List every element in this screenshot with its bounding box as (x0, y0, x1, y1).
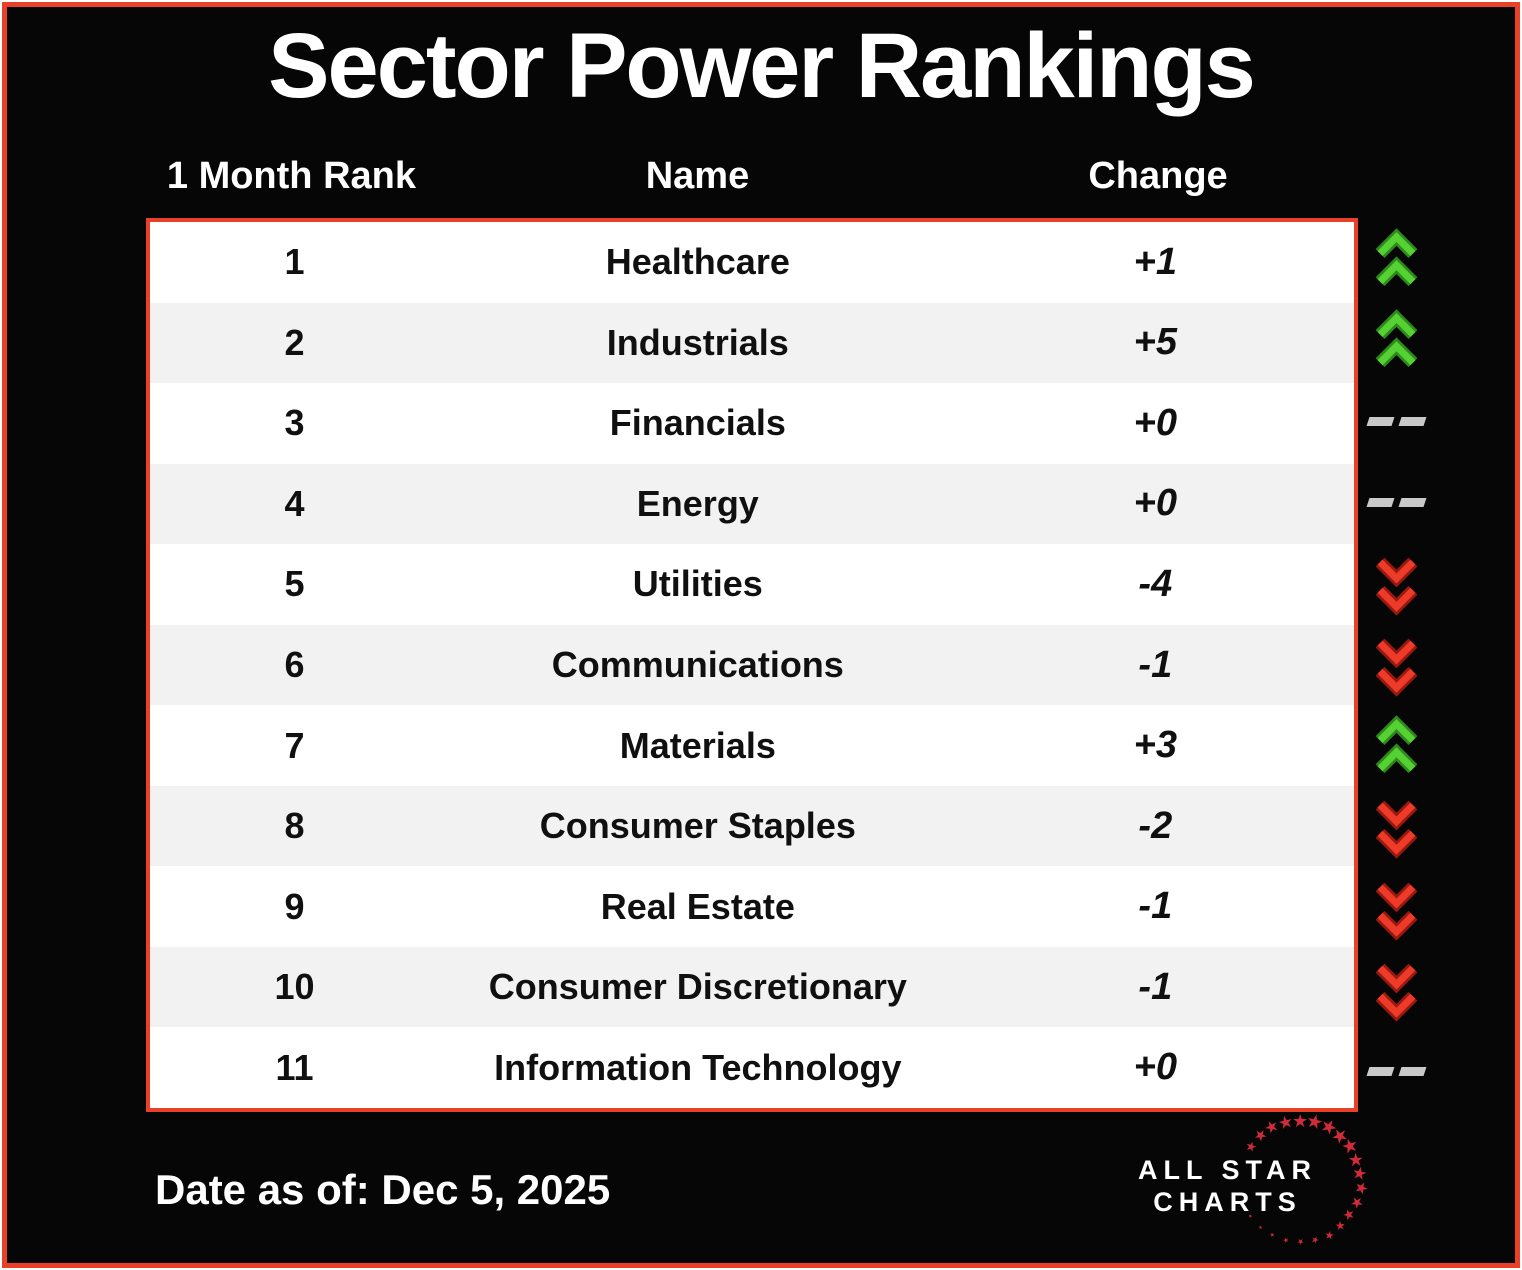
logo-star-icon: ★ (1282, 1235, 1291, 1244)
table-row: 9 Real Estate -1 (150, 866, 1354, 947)
double-chevron-down-icon (1375, 963, 1417, 1022)
sector-name-cell: Energy (636, 482, 759, 524)
logo-star-ring: ★ ★ ★ ★ ★ ★ ★ ★ ★ ★ ★ ★ ★ ★ ★ ★ ★ ★ ★ ★ ★ ★ (1125, 1111, 1405, 1267)
all-star-charts-logo: ALL STAR CHARTS ★ ★ ★ ★ ★ ★ ★ ★ ★ ★ ★ ★ ★ ★ ★ ★ ★ ★ ★ ★ ★ ★ (1125, 1111, 1405, 1267)
change-indicator (1360, 1031, 1432, 1112)
sector-name-cell: Communications (551, 644, 844, 685)
table-row: 10 Consumer Discretionary -1 (150, 946, 1354, 1028)
table-row: 5 Utilities -4 (150, 544, 1354, 625)
rank-cell: 4 (284, 482, 305, 524)
double-chevron-up-icon (1375, 227, 1417, 286)
rank-cell: 1 (284, 241, 305, 283)
header-rank: 1 Month Rank (166, 155, 416, 197)
change-value-cell: +0 (1133, 1046, 1177, 1089)
flat-dash-icon (1366, 416, 1426, 426)
sector-name-cell: Healthcare (605, 241, 790, 283)
change-indicator (1360, 543, 1432, 624)
sector-name-cell: Utilities (632, 563, 763, 605)
table-header-row: 1 Month Rank Name Change (146, 155, 1358, 198)
logo-star-icon: ★ (1321, 1226, 1336, 1243)
change-value-cell: -1 (1138, 965, 1173, 1008)
header-name: Name (645, 155, 750, 197)
header-change: Change (1088, 155, 1228, 197)
rank-cell: 8 (284, 805, 305, 847)
sector-name-cell: Financials (609, 402, 786, 444)
logo-star-icon: ★ (1269, 1230, 1277, 1239)
rank-cell: 10 (274, 966, 315, 1008)
logo-line1: ALL STAR (1138, 1155, 1317, 1185)
rank-cell: 5 (284, 563, 305, 605)
as-of-date: Date as of: Dec 5, 2025 (155, 1166, 611, 1213)
logo-line2: CHARTS (1153, 1187, 1302, 1217)
logo-star-icon: ★ (1247, 1212, 1255, 1220)
sector-name-cell: Consumer Staples (539, 805, 856, 847)
sector-name-cell: Consumer Discretionary (488, 966, 907, 1008)
double-chevron-down-icon (1375, 882, 1417, 941)
table-row: 1 Healthcare +1 (150, 222, 1354, 303)
change-value-cell: +0 (1133, 401, 1177, 444)
change-indicator (1360, 381, 1432, 462)
change-indicator (1360, 868, 1432, 949)
double-chevron-down-icon (1375, 638, 1417, 697)
double-chevron-down-icon (1375, 801, 1417, 860)
double-chevron-up-icon (1375, 309, 1417, 368)
rank-cell: 6 (284, 644, 305, 685)
flat-dash-icon (1366, 497, 1426, 507)
sector-name-cell: Industrials (606, 321, 789, 363)
change-value-cell: +0 (1133, 482, 1177, 525)
change-value-cell: -1 (1138, 885, 1173, 928)
rank-cell: 7 (284, 724, 305, 766)
change-indicator (1360, 787, 1432, 868)
change-indicator (1360, 949, 1432, 1030)
flat-dash-icon (1366, 1066, 1426, 1076)
page-title: Sector Power Rankings (268, 15, 1256, 117)
change-value-cell: -1 (1138, 643, 1173, 686)
change-indicator (1360, 218, 1432, 299)
table-row: 3 Financials +0 (150, 383, 1354, 464)
table-row: 11 Information Technology +0 (150, 1027, 1354, 1108)
rank-cell: 3 (284, 402, 305, 444)
change-indicator (1360, 706, 1432, 787)
rank-cell: 9 (284, 885, 305, 927)
rank-cell: 11 (275, 1046, 314, 1088)
sector-name-cell: Real Estate (600, 885, 795, 927)
double-chevron-up-icon (1375, 715, 1417, 774)
logo-star-icon: ★ (1310, 1233, 1321, 1246)
rank-cell: 2 (284, 321, 305, 363)
change-value-cell: +5 (1133, 321, 1177, 364)
sector-name-cell: Materials (619, 724, 776, 766)
double-chevron-down-icon (1375, 557, 1417, 616)
table-row: 2 Industrials +5 (150, 302, 1354, 384)
change-value-cell: -4 (1138, 562, 1173, 605)
change-value-cell: +1 (1133, 240, 1177, 283)
table-row: 8 Consumer Staples -2 (150, 785, 1354, 867)
logo-star-icon: ★ (1257, 1222, 1265, 1231)
change-indicator (1360, 299, 1432, 380)
table-row: 7 Materials +3 (150, 705, 1354, 786)
change-value-cell: +3 (1133, 724, 1177, 767)
logo-text: ALL STAR CHARTS (1125, 1154, 1330, 1218)
change-indicator-column (1360, 218, 1432, 1112)
logo-star-icon: ★ (1297, 1236, 1305, 1246)
table-row: 4 Energy +0 (150, 463, 1354, 545)
change-indicator (1360, 624, 1432, 705)
rankings-table: 1 Healthcare +1 2 Industrials +5 3 Financials +0… (146, 218, 1358, 1112)
change-value-cell: -2 (1138, 804, 1173, 847)
table-row: 6 Communications -1 (150, 624, 1354, 706)
sector-name-cell: Information Technology (494, 1046, 902, 1088)
change-indicator (1360, 462, 1432, 543)
